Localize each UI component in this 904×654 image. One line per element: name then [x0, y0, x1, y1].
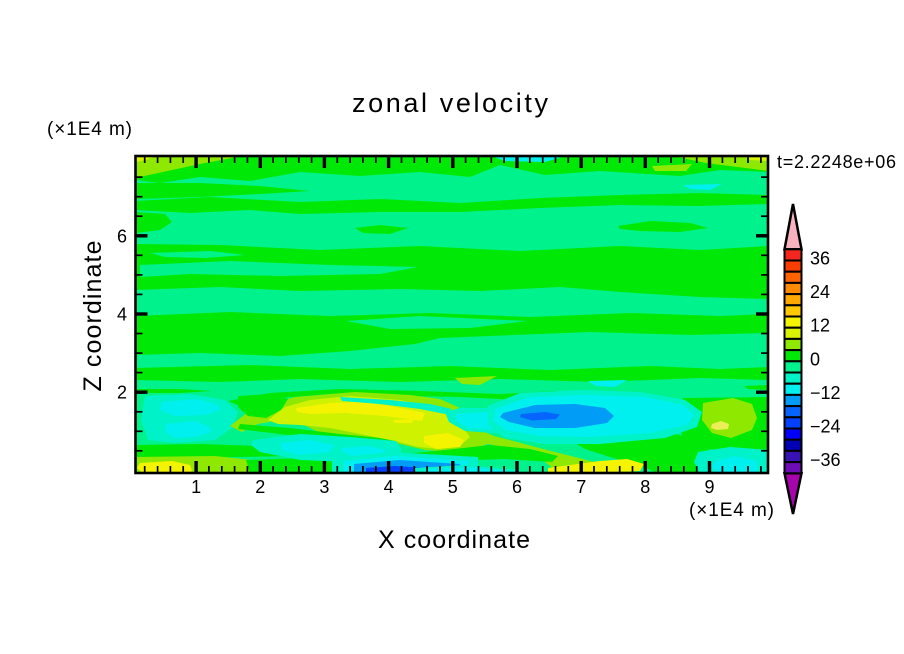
svg-text:9: 9 [704, 477, 714, 497]
svg-text:7: 7 [576, 477, 586, 497]
svg-text:(×1E4 m): (×1E4 m) [689, 500, 774, 521]
svg-text:36: 36 [810, 249, 830, 269]
svg-text:t=2.2248e+06: t=2.2248e+06 [777, 152, 896, 172]
svg-text:2: 2 [255, 477, 265, 497]
svg-text:X coordinate: X coordinate [378, 526, 530, 554]
svg-text:1: 1 [191, 477, 201, 497]
svg-text:(×1E4 m): (×1E4 m) [47, 119, 132, 140]
svg-text:4: 4 [117, 305, 127, 325]
svg-text:0: 0 [810, 349, 820, 369]
svg-text:24: 24 [810, 282, 830, 302]
svg-text:4: 4 [384, 477, 394, 497]
svg-text:zonal velocity: zonal velocity [352, 88, 549, 118]
svg-text:6: 6 [512, 477, 522, 497]
svg-text:−12: −12 [810, 383, 841, 403]
svg-text:Z coordinate: Z coordinate [79, 241, 107, 392]
svg-text:12: 12 [810, 316, 830, 336]
svg-text:3: 3 [319, 477, 329, 497]
svg-text:−24: −24 [810, 417, 841, 437]
svg-text:−36: −36 [810, 450, 841, 470]
svg-text:5: 5 [448, 477, 458, 497]
svg-text:2: 2 [117, 383, 127, 403]
svg-text:8: 8 [640, 477, 650, 497]
svg-text:6: 6 [117, 226, 127, 246]
